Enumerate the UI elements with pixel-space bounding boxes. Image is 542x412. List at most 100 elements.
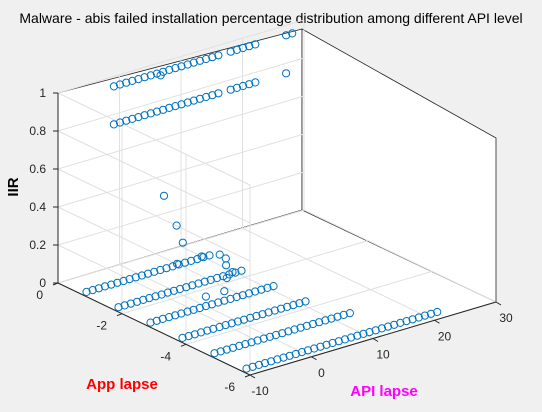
- data-point: [408, 315, 417, 324]
- data-point: [152, 316, 161, 325]
- data-point: [156, 265, 165, 275]
- z-grid-line: [57, 244, 251, 338]
- data-point: [209, 324, 218, 333]
- y-tick-mark: [116, 313, 123, 317]
- data-point: [226, 47, 235, 56]
- y-axis-label: App lapse: [86, 376, 158, 393]
- data-point: [377, 324, 386, 333]
- data-point: [195, 56, 204, 65]
- data-point: [214, 51, 223, 60]
- data-point: [197, 252, 206, 261]
- data-point: [169, 286, 178, 295]
- data-point: [426, 309, 436, 318]
- data-point: [334, 337, 343, 346]
- data-point: [187, 256, 196, 265]
- data-point: [247, 338, 256, 347]
- data-point: [273, 355, 282, 364]
- z-grid-line: [57, 19, 305, 94]
- data-point: [270, 306, 279, 315]
- data-point: [310, 344, 319, 353]
- data-point: [301, 297, 310, 306]
- data-point: [238, 43, 248, 53]
- data-point: [285, 351, 294, 360]
- data-point: [159, 105, 168, 114]
- data-point: [134, 75, 143, 84]
- data-point: [316, 342, 325, 351]
- data-point: [165, 65, 174, 75]
- data-point: [156, 71, 165, 80]
- z-grid-line: [57, 168, 251, 262]
- data-point: [295, 299, 304, 308]
- data-point: [82, 287, 91, 296]
- x-tick-label: 0: [318, 366, 325, 380]
- data-point: [180, 258, 190, 267]
- data-point: [175, 284, 185, 294]
- data-point: [177, 62, 186, 71]
- x-grid-line: [303, 209, 497, 303]
- data-point: [227, 319, 236, 328]
- data-point: [226, 294, 235, 303]
- z-tick-label: 0.6: [29, 162, 46, 176]
- x-tick-mark: [311, 356, 317, 361]
- data-point: [177, 100, 186, 109]
- x-grid-line: [180, 246, 374, 339]
- data-point: [232, 83, 241, 93]
- data-point: [146, 318, 155, 327]
- data-point: [279, 353, 288, 362]
- data-point: [145, 294, 154, 303]
- data-point: [276, 304, 286, 313]
- data-point: [241, 340, 250, 349]
- y-tick-label: 0: [36, 288, 43, 302]
- data-point: [201, 292, 210, 301]
- data-point: [251, 78, 260, 87]
- data-point: [242, 364, 251, 373]
- data-point: [152, 107, 161, 116]
- data-point: [183, 98, 192, 107]
- data-point: [257, 285, 266, 294]
- data-point: [263, 283, 272, 292]
- z-grid-line: [57, 206, 251, 300]
- data-point: [171, 311, 180, 320]
- data-point: [259, 334, 268, 343]
- data-point: [244, 289, 254, 298]
- data-point: [190, 330, 199, 339]
- data-point: [183, 60, 192, 69]
- data-point: [194, 279, 203, 288]
- x-axis-label: API lapse: [350, 383, 418, 400]
- data-point: [235, 341, 244, 350]
- data-point: [290, 325, 299, 334]
- z-grid-line: [57, 130, 251, 224]
- data-point: [177, 309, 186, 318]
- data-point: [433, 307, 442, 317]
- data-point: [283, 302, 292, 311]
- data-point: [237, 266, 246, 275]
- data-point: [214, 89, 223, 98]
- z-tick-label: 0.4: [29, 200, 46, 214]
- data-point: [214, 298, 223, 307]
- y-tick-mark: [180, 343, 187, 347]
- data-point: [238, 81, 248, 91]
- data-point: [265, 332, 274, 341]
- y-tick-label: -2: [96, 319, 107, 333]
- data-point: [189, 305, 198, 314]
- data-point: [353, 331, 362, 340]
- data-point: [193, 255, 202, 264]
- data-point: [107, 280, 116, 289]
- data-point: [132, 297, 142, 306]
- data-point: [122, 116, 131, 125]
- y-axis-line: [57, 282, 251, 376]
- data-point: [221, 321, 230, 330]
- data-point: [208, 53, 217, 62]
- data-point: [222, 261, 231, 270]
- data-point: [94, 284, 103, 293]
- data-point: [134, 113, 143, 122]
- data-point: [205, 251, 214, 260]
- data-point: [264, 308, 273, 317]
- data-point: [126, 299, 135, 308]
- y-grid-line: [185, 270, 433, 345]
- data-point: [208, 91, 217, 100]
- data-point: [365, 328, 374, 337]
- data-point: [119, 276, 128, 286]
- data-point: [189, 96, 198, 105]
- data-point: [289, 301, 298, 310]
